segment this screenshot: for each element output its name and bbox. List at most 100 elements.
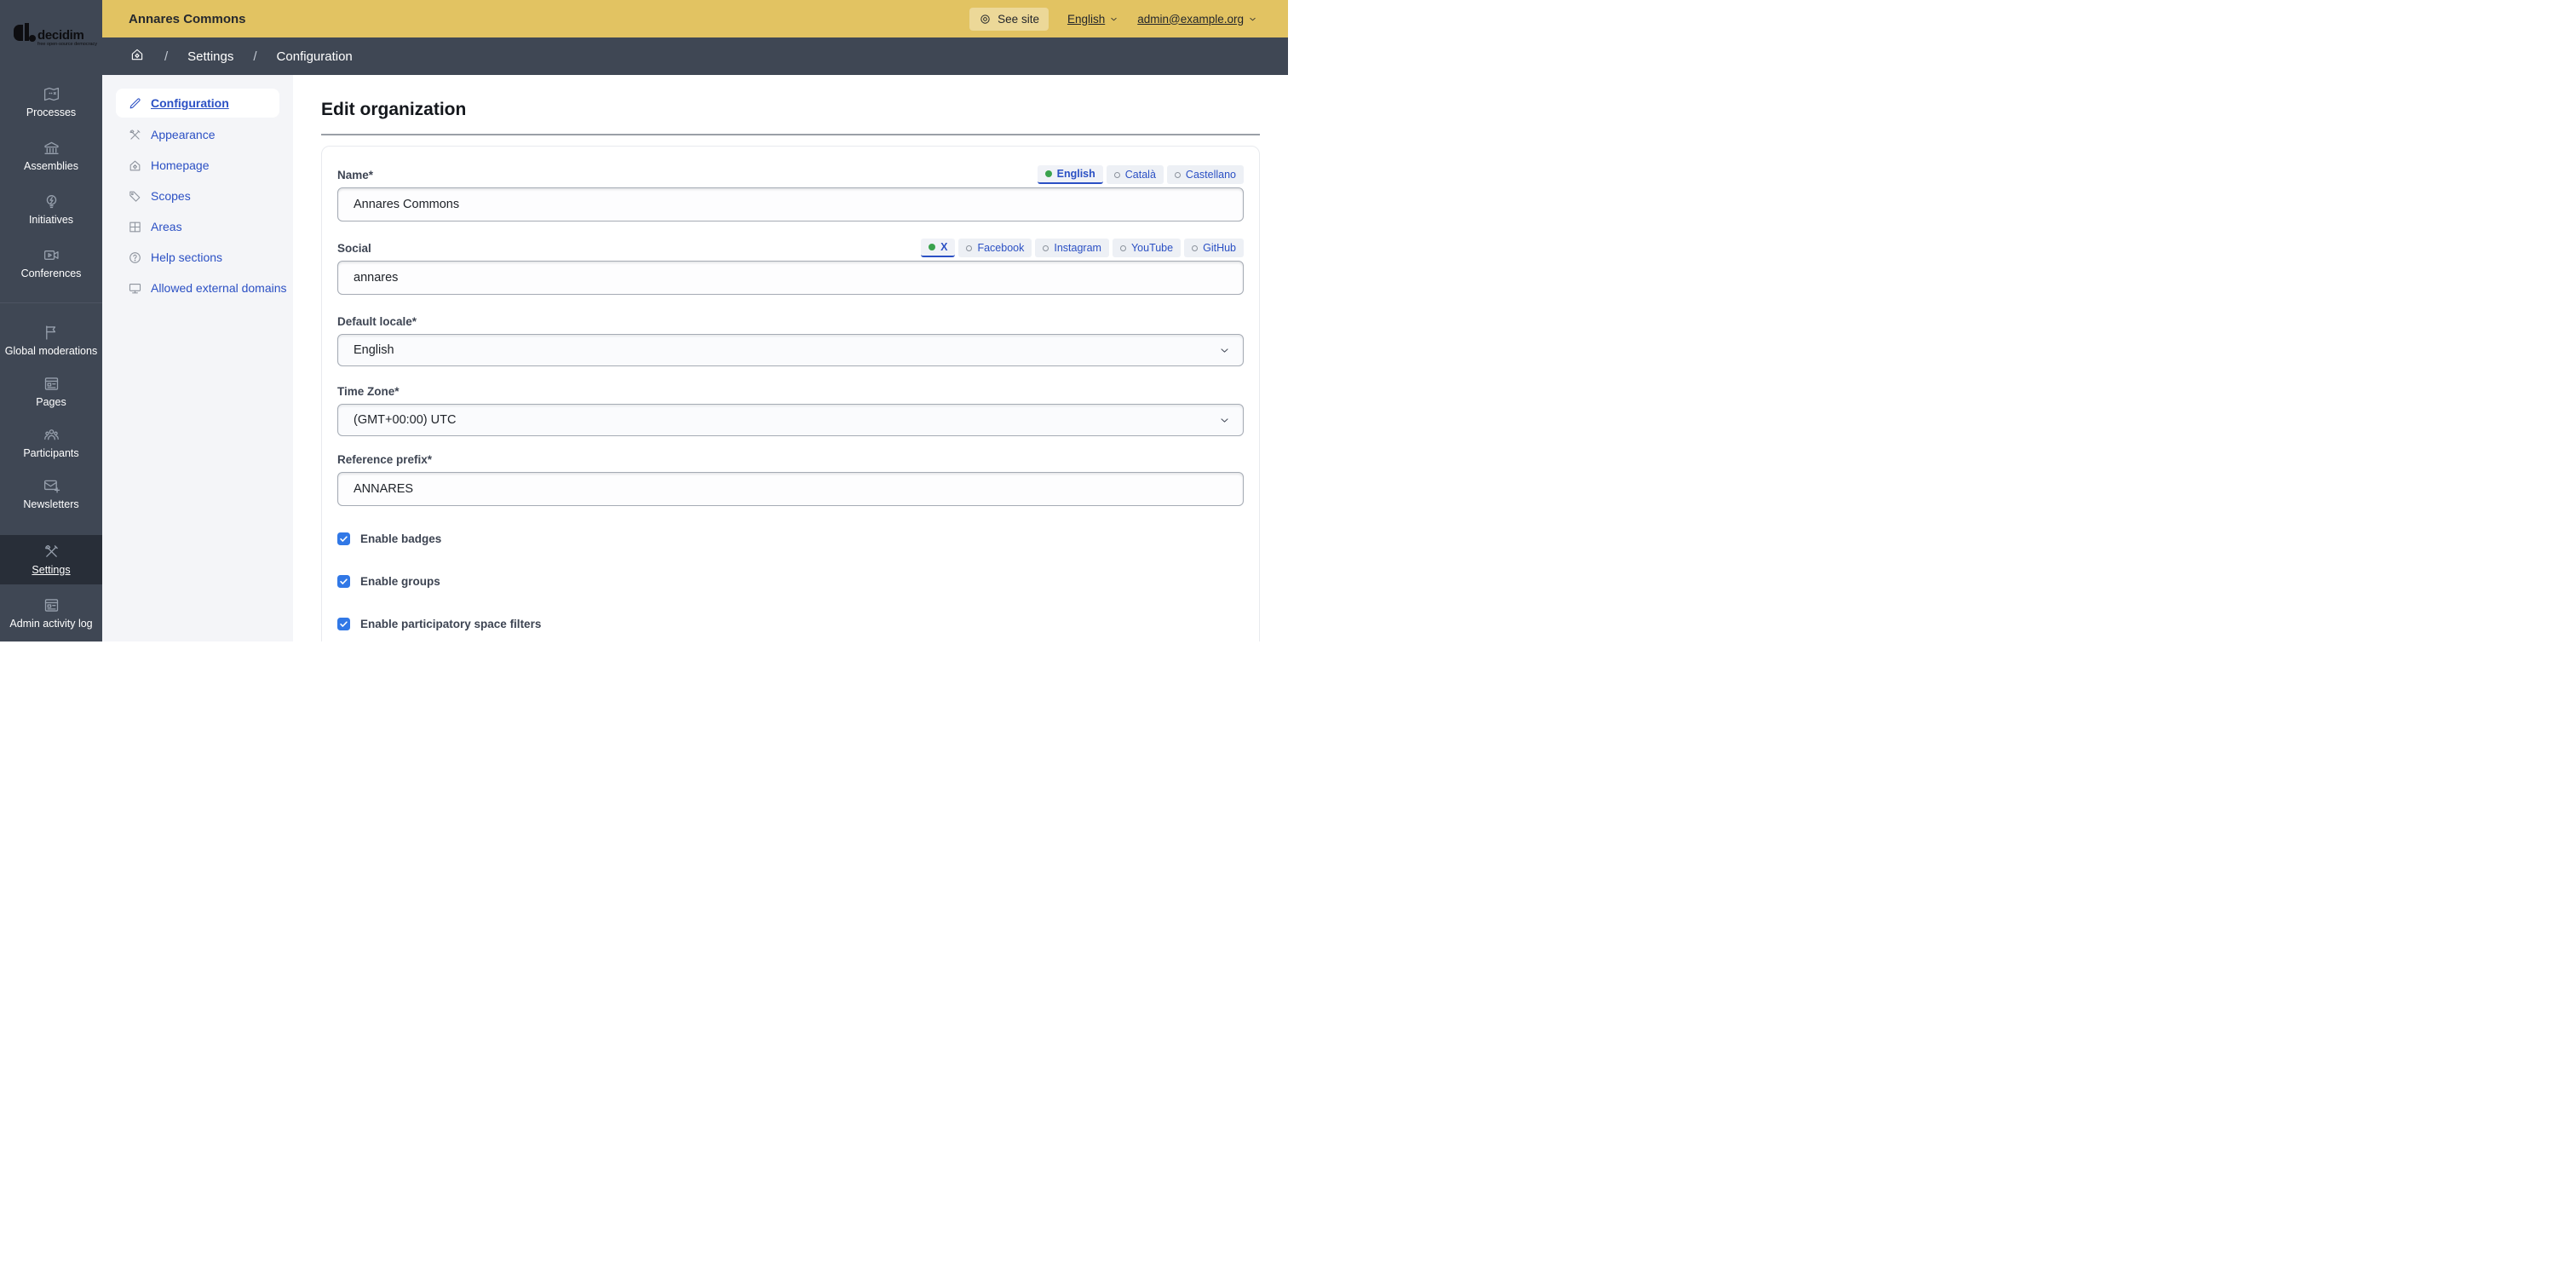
- sidebar-item-newsletters[interactable]: Newsletters: [0, 469, 102, 520]
- check-icon: [340, 620, 348, 627]
- subnav-item-scopes[interactable]: Scopes: [116, 181, 279, 211]
- subnav-item-label: Homepage: [151, 158, 210, 172]
- social-empty-dot: [1119, 245, 1126, 251]
- language-empty-dot: [1113, 171, 1120, 178]
- enable-space-filters-checkbox[interactable]: [337, 617, 350, 630]
- language-tab-catala[interactable]: Català: [1106, 165, 1164, 184]
- time-zone-select[interactable]: (GMT+00:00) UTC: [337, 404, 1244, 436]
- check-icon: [340, 578, 348, 584]
- social-tab-youtube[interactable]: YouTube: [1112, 239, 1182, 257]
- article-icon: [44, 377, 58, 390]
- sidebar-item-label: Processes: [26, 106, 77, 118]
- see-site-label: See site: [998, 12, 1039, 26]
- account-dropdown-label: admin@example.org: [1137, 12, 1244, 26]
- sidebar-item-settings[interactable]: Settings: [0, 535, 102, 584]
- social-empty-dot: [966, 245, 973, 251]
- see-site-button[interactable]: See site: [969, 7, 1049, 31]
- enable-badges-checkbox[interactable]: [337, 532, 350, 545]
- decidim-logo-mark: [14, 23, 37, 42]
- breadcrumb-home-link[interactable]: [129, 47, 145, 66]
- sidebar-item-global-moderations[interactable]: Global moderations: [0, 315, 102, 366]
- breadcrumb-separator: /: [164, 49, 169, 64]
- tools-icon: [129, 129, 141, 140]
- language-tab-castellano[interactable]: Castellano: [1166, 165, 1244, 184]
- enable-space-filters-label[interactable]: Enable participatory space filters: [360, 617, 542, 630]
- subnav-item-label: Areas: [151, 220, 182, 233]
- sidebar-item-conferences[interactable]: Conferences: [0, 236, 102, 290]
- flag-icon: [45, 325, 55, 340]
- social-tab-facebook[interactable]: Facebook: [958, 239, 1032, 257]
- breadcrumb: / Settings / Configuration: [102, 37, 1288, 75]
- sidebar-item-initiatives[interactable]: Initiatives: [0, 182, 102, 236]
- social-handle-input[interactable]: [337, 261, 1244, 295]
- home-gear-icon: [129, 160, 141, 170]
- video-camera-icon: [43, 250, 59, 260]
- main-content: Edit organization Name* English Català: [293, 75, 1288, 642]
- organization-title: Annares Commons: [129, 11, 246, 26]
- subnav-item-allowed-external-domains[interactable]: Allowed external domains: [116, 273, 287, 303]
- sidebar-item-assemblies[interactable]: Assemblies: [0, 129, 102, 182]
- decidim-logo[interactable]: decidim free open-source democracy: [0, 0, 102, 75]
- subnav-item-label: Appearance: [151, 128, 216, 141]
- chevron-down-icon: [1250, 17, 1256, 20]
- reference-prefix-input[interactable]: [337, 472, 1244, 506]
- chevron-down-icon: [1111, 17, 1117, 20]
- decidim-logo-text: decidim: [37, 28, 84, 43]
- social-tab-x[interactable]: X: [921, 239, 956, 257]
- sidebar-item-label: Conferences: [20, 267, 82, 279]
- subnav-item-help-sections[interactable]: Help sections: [116, 242, 279, 273]
- default-locale-select[interactable]: English: [337, 334, 1244, 366]
- language-empty-dot: [1174, 171, 1181, 178]
- computer-icon: [129, 283, 141, 293]
- language-tab-english[interactable]: English: [1037, 165, 1103, 184]
- account-dropdown[interactable]: admin@example.org: [1137, 13, 1257, 26]
- enable-space-filters-row: Enable participatory space filters: [337, 615, 1244, 632]
- sidebar-item-participants[interactable]: Participants: [0, 417, 102, 469]
- decidim-logo-tagline: free open-source democracy: [37, 42, 98, 47]
- subnav-item-appearance[interactable]: Appearance: [116, 119, 279, 150]
- sidebar-nav: Processes Assemblies Initiatives Confere…: [0, 75, 102, 637]
- language-dropdown-label: English: [1067, 12, 1106, 26]
- check-icon: [340, 535, 348, 542]
- social-tab-instagram[interactable]: Instagram: [1035, 239, 1109, 257]
- subnav-item-label: Allowed external domains: [151, 281, 287, 295]
- breadcrumb-item-settings[interactable]: Settings: [187, 49, 234, 64]
- question-icon: [129, 251, 141, 263]
- treasure-map-icon: [43, 87, 59, 101]
- subnav-item-homepage[interactable]: Homepage: [116, 150, 279, 181]
- breadcrumb-item-configuration[interactable]: Configuration: [276, 49, 353, 64]
- social-filled-dot: [929, 244, 936, 250]
- name-field-label: Name*: [337, 168, 374, 181]
- sidebar-item-pages[interactable]: Pages: [0, 366, 102, 417]
- subnav-item-label: Help sections: [151, 250, 223, 264]
- sidebar-item-label: Admin activity log: [9, 618, 93, 630]
- subnav-item-label: Configuration: [151, 96, 229, 110]
- enable-badges-label[interactable]: Enable badges: [360, 532, 442, 545]
- grid-icon: [129, 222, 141, 232]
- reference-prefix-label: Reference prefix*: [337, 452, 433, 466]
- name-language-tabs: English Català Castellano: [1037, 165, 1244, 184]
- social-field-label: Social: [337, 241, 371, 255]
- language-dropdown[interactable]: English: [1067, 13, 1118, 26]
- enable-groups-label[interactable]: Enable groups: [360, 574, 440, 588]
- default-locale-label: Default locale*: [337, 314, 417, 328]
- sidebar-divider: [0, 302, 102, 303]
- subnav-item-areas[interactable]: Areas: [116, 211, 279, 242]
- social-field-group: Social X Facebook Instagram: [337, 239, 1244, 295]
- subnav-item-configuration[interactable]: Configuration: [116, 89, 279, 118]
- sidebar-item-label: Assemblies: [24, 159, 78, 172]
- social-tab-github[interactable]: GitHub: [1184, 239, 1244, 257]
- article-icon: [44, 599, 58, 612]
- edit-organization-form: Name* English Català Castellano: [321, 146, 1260, 642]
- reference-prefix-field-group: Reference prefix*: [337, 450, 1244, 506]
- language-filled-dot: [1044, 170, 1052, 177]
- sidebar-item-admin-activity-log[interactable]: Admin activity log: [0, 584, 102, 637]
- name-input[interactable]: [337, 187, 1244, 222]
- sidebar-item-label: Initiatives: [28, 213, 74, 226]
- name-field-group: Name* English Català Castellano: [337, 165, 1244, 222]
- sidebar-item-processes[interactable]: Processes: [0, 75, 102, 129]
- enable-groups-checkbox[interactable]: [337, 574, 350, 588]
- settings-subnav: Configuration Appearance Homepage Scopes…: [102, 75, 293, 642]
- enable-badges-row: Enable badges: [337, 530, 1244, 547]
- sidebar-item-label: Settings: [32, 564, 71, 577]
